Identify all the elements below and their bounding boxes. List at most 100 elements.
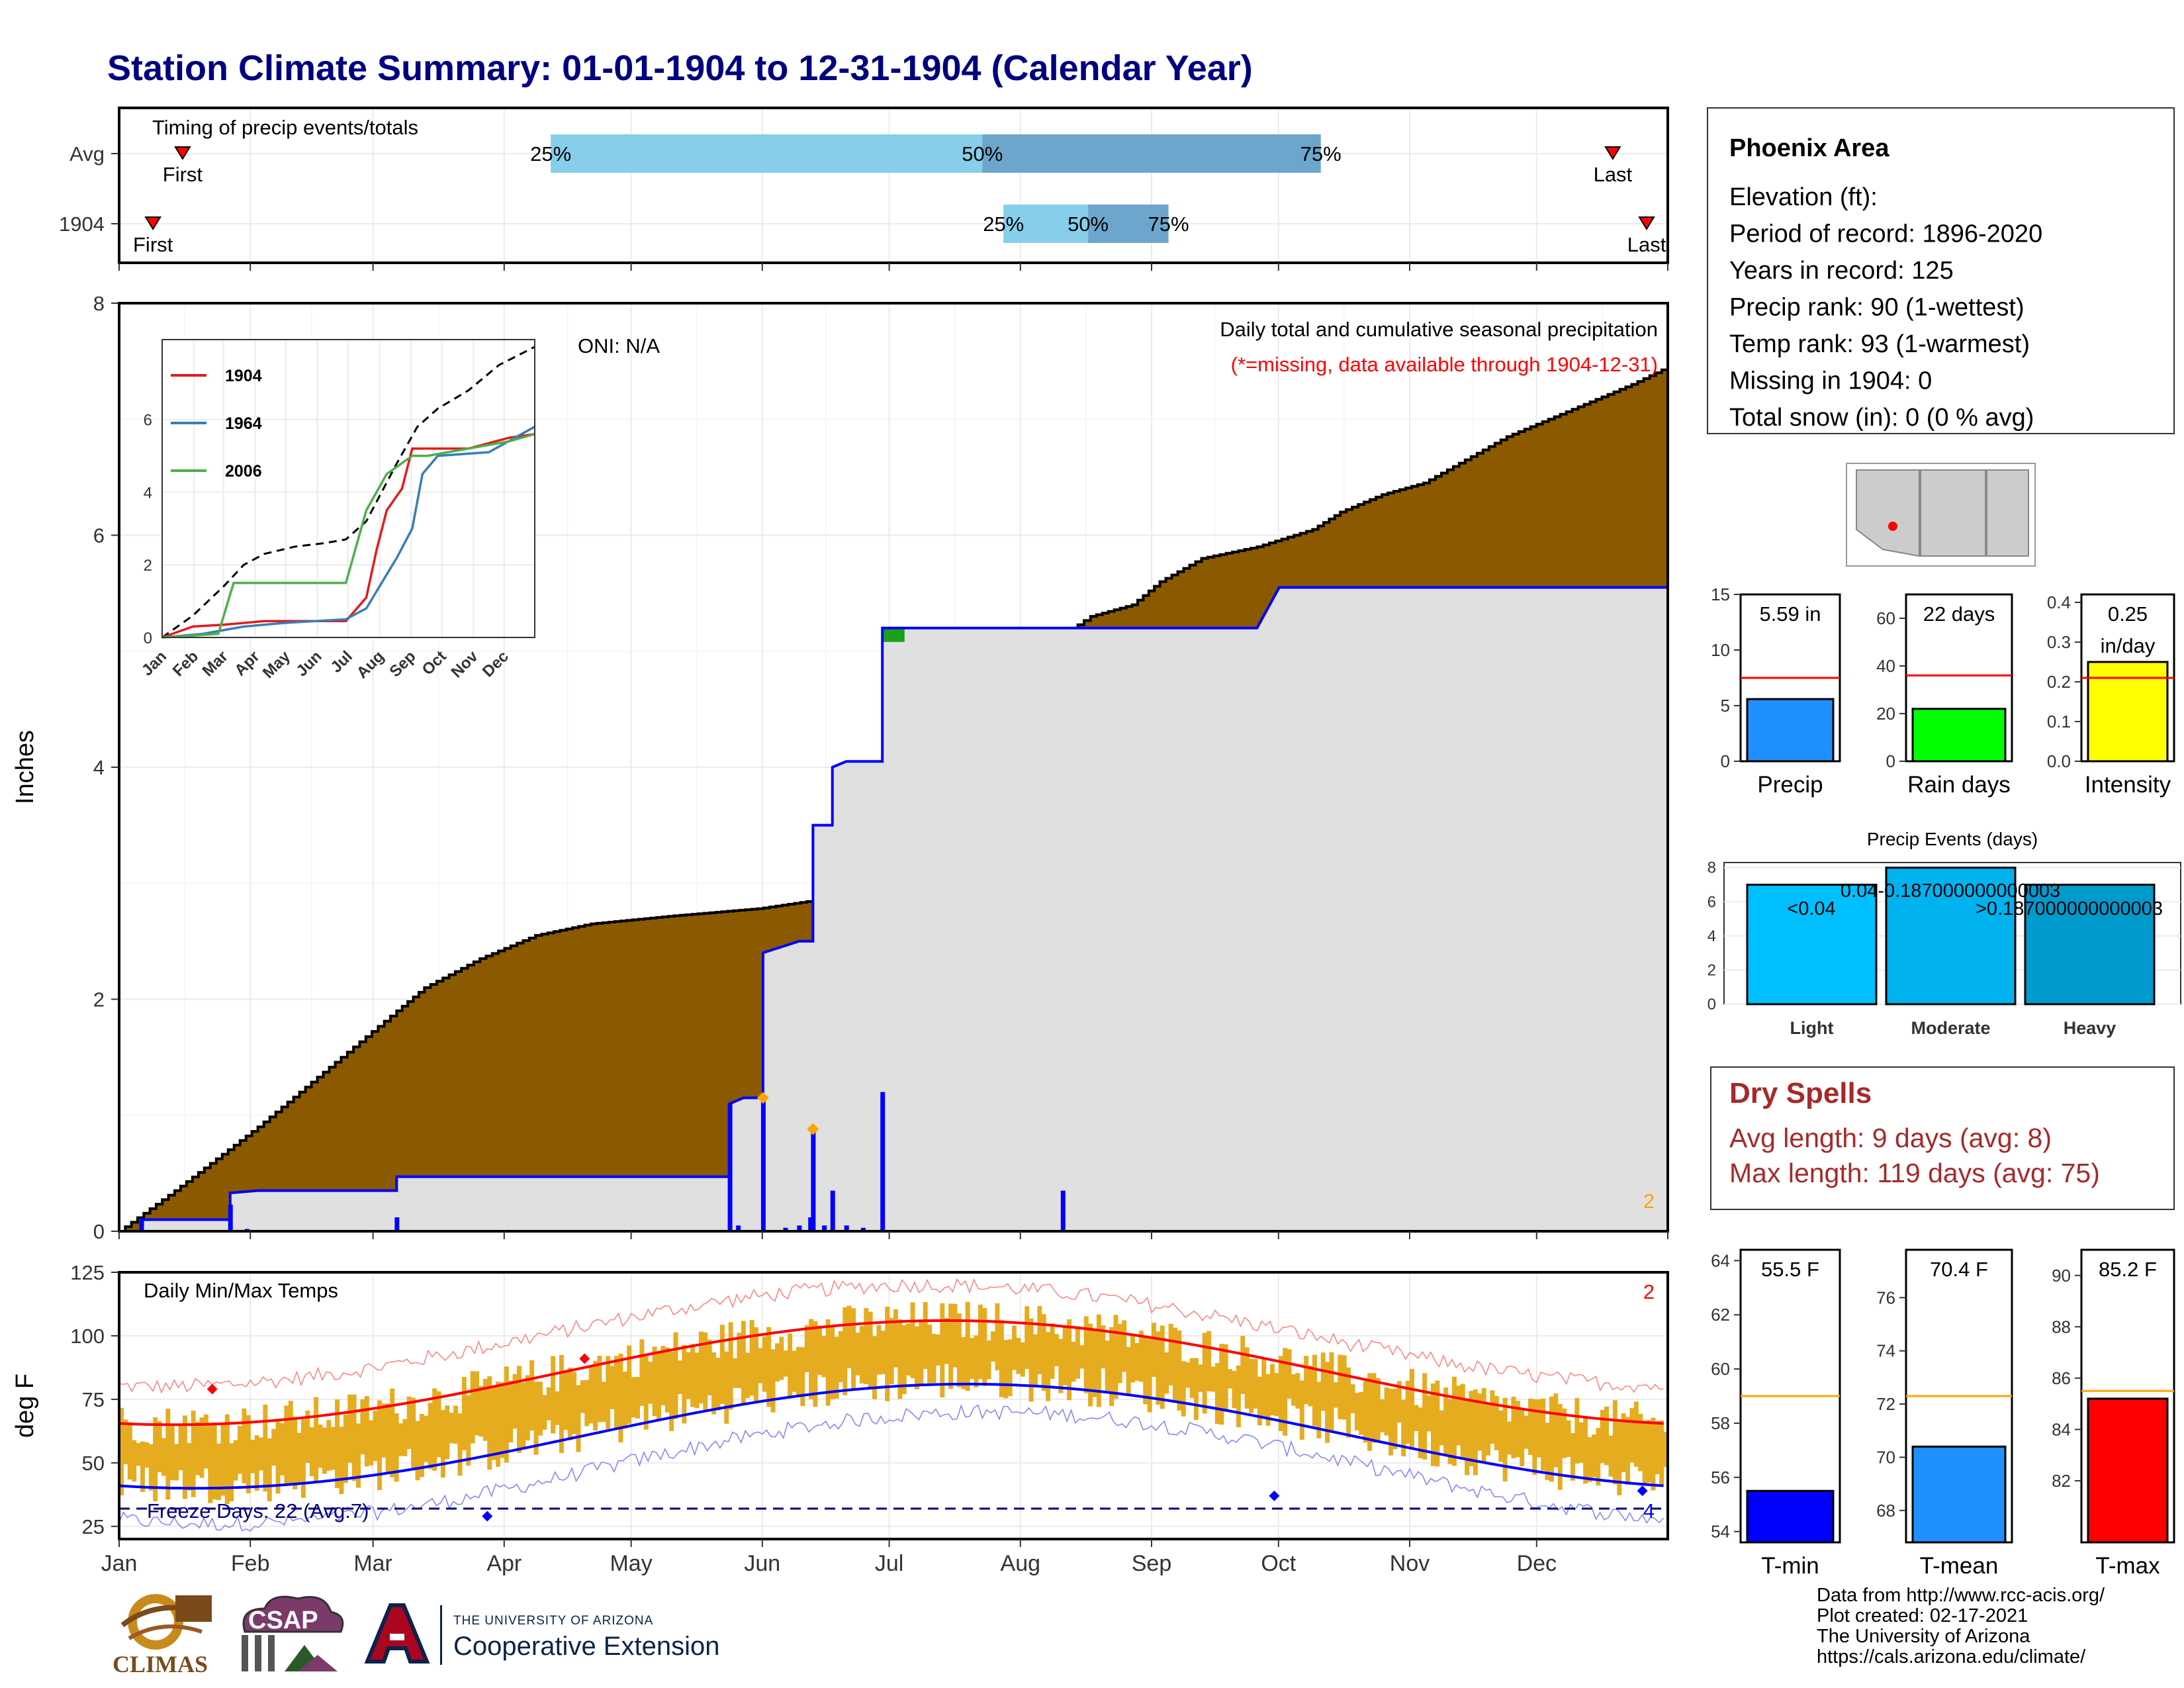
daily-precip-bar [760, 1098, 766, 1231]
daily-temp-range-bar [1287, 1349, 1292, 1399]
daily-temp-range-bar [859, 1326, 864, 1383]
precip-bar-value-label: 0.25 [2108, 602, 2148, 626]
daily-temp-range-bar [1633, 1401, 1639, 1467]
daily-temp-range-bar [1223, 1344, 1228, 1412]
daily-temp-range-bar [733, 1358, 738, 1388]
daily-temp-range-bar [885, 1306, 890, 1401]
daily-temp-range-bar [1261, 1359, 1267, 1419]
daily-temp-range-bar [1016, 1337, 1021, 1374]
daily-temp-range-bar [825, 1319, 831, 1406]
daily-temp-range-bar [1342, 1355, 1347, 1420]
daily-temp-range-bar [525, 1375, 530, 1441]
temp-bar-value-label: 55.5 F [1761, 1258, 1819, 1281]
daily-temp-range-bar [428, 1403, 433, 1470]
daily-temp-range-bar [1515, 1401, 1520, 1458]
daily-temp-range-bar [1265, 1374, 1271, 1426]
precip-subtitle: (*=missing, data available through 1904-… [1231, 353, 1658, 376]
precip-bar-value-label: 5.59 in [1759, 602, 1821, 626]
month-tick-label: May [610, 1551, 652, 1576]
temp-missing-count-bottom: 4 [1643, 1499, 1655, 1523]
daily-temp-range-bar [394, 1413, 399, 1482]
daily-temp-range-bar [1354, 1393, 1359, 1431]
daily-temp-range-bar [563, 1370, 569, 1430]
daily-temp-range-bar [284, 1405, 289, 1485]
daily-temp-range-bar [1528, 1398, 1533, 1456]
daily-temp-range-bar [335, 1399, 340, 1488]
daily-temp-range-bar [1202, 1333, 1207, 1414]
daily-temp-range-bar [1638, 1413, 1643, 1472]
avg-max-line [118, 1319, 1664, 1427]
daily-temp-range-bar [1346, 1367, 1351, 1438]
timing-row-label: 1904 [59, 212, 105, 236]
daily-temp-range-bar [1210, 1366, 1216, 1392]
footer-line: Plot created: 02-17-2021 [1817, 1605, 2028, 1626]
daily-temp-range-bar [1426, 1395, 1432, 1432]
record-low-marker [1637, 1485, 1648, 1497]
daily-temp-range-bar [1032, 1334, 1038, 1385]
daily-temp-range-bar [643, 1356, 649, 1430]
daily-temp-range-bar [1396, 1381, 1402, 1423]
events-range-label: <0.04 [1787, 898, 1835, 919]
timing-q50-q75-bar [982, 134, 1321, 173]
daily-precip-bar [1060, 1190, 1066, 1231]
temp-y-tick-label: 125 [70, 1261, 105, 1284]
daily-temp-range-bar [1185, 1362, 1191, 1388]
temp-bar-y-tick-label: 72 [1876, 1394, 1895, 1414]
temp-bar-y-tick-label: 74 [1876, 1341, 1895, 1361]
precip-y-tick-label: 0 [93, 1220, 105, 1243]
inset-y-tick-label: 2 [144, 557, 152, 575]
temp-y-axis-label: deg F [11, 1374, 39, 1438]
daily-temp-range-bar [846, 1305, 852, 1368]
info-line: Total snow (in): 0 (0 % avg) [1729, 404, 2034, 432]
daily-temp-range-bar [931, 1334, 936, 1383]
events-range-labels: <0.04 0.04-0.187000000000003>0.1870000000… [1787, 880, 2163, 919]
daily-temp-range-bar [1024, 1306, 1030, 1370]
temp-bar-value-label: 85.2 F [2099, 1258, 2157, 1281]
daily-temp-range-bar [229, 1443, 234, 1502]
daily-temp-range-bar [169, 1426, 175, 1481]
daily-temp-range-bar [174, 1444, 179, 1481]
temp-bar-value [1911, 1445, 2007, 1544]
daily-temp-range-bar [136, 1442, 141, 1466]
events-range-label: >0.187000000000003 [1976, 898, 2163, 919]
daily-temp-range-bar [339, 1427, 344, 1495]
inset-border [161, 339, 535, 638]
events-y-tick-label: 4 [1707, 927, 1716, 945]
daily-temp-range-bar [1236, 1365, 1241, 1427]
daily-temp-range-bar [1536, 1399, 1541, 1458]
daily-temp-range-bar [233, 1440, 238, 1481]
daily-temp-range-bar [411, 1397, 416, 1470]
daily-temp-range-bar [1612, 1400, 1617, 1485]
daily-temp-range-bar [788, 1333, 793, 1398]
oni-label: ONI: N/A [578, 334, 660, 357]
daily-temp-range-bar [741, 1321, 746, 1403]
daily-temp-range-bar [935, 1334, 940, 1366]
daily-temp-range-bar [1621, 1413, 1626, 1472]
daily-precip-bar [139, 1219, 144, 1231]
temp-bar-y-tick-label: 86 [2052, 1368, 2071, 1388]
daily-temp-range-bar [1477, 1393, 1482, 1451]
daily-temp-range-bar [1375, 1378, 1381, 1440]
daily-precip-bar [860, 1227, 866, 1231]
daily-temp-range-bar [834, 1336, 839, 1399]
ua-logo-bottom: Cooperative Extension [453, 1632, 720, 1661]
missing-data-marker [756, 1092, 769, 1104]
daily-temp-range-bar [567, 1368, 572, 1440]
daily-temp-range-bar [482, 1379, 488, 1441]
daily-temp-range-bar [1037, 1305, 1042, 1374]
daily-temp-range-bar [224, 1414, 230, 1505]
daily-temp-range-bar [398, 1423, 403, 1456]
precip-y-tick-label: 6 [93, 524, 105, 547]
info-line: Precip rank: 90 (1-wettest) [1729, 294, 2025, 322]
timing-last-label: Last [1627, 233, 1666, 256]
daily-precip-bar [822, 1225, 827, 1231]
daily-temp-range-bar [914, 1326, 919, 1389]
daily-temp-range-bar [889, 1317, 894, 1384]
timing-last-label: Last [1594, 163, 1633, 186]
daily-temp-range-bar [986, 1340, 991, 1380]
timing-q50-q75-bar [1088, 205, 1169, 243]
daily-temp-range-bar [897, 1319, 903, 1399]
temp-bar-y-tick-label: 90 [2052, 1266, 2071, 1286]
footer-line: The University of Arizona [1817, 1626, 2030, 1647]
daily-temp-range-bar [690, 1344, 696, 1407]
